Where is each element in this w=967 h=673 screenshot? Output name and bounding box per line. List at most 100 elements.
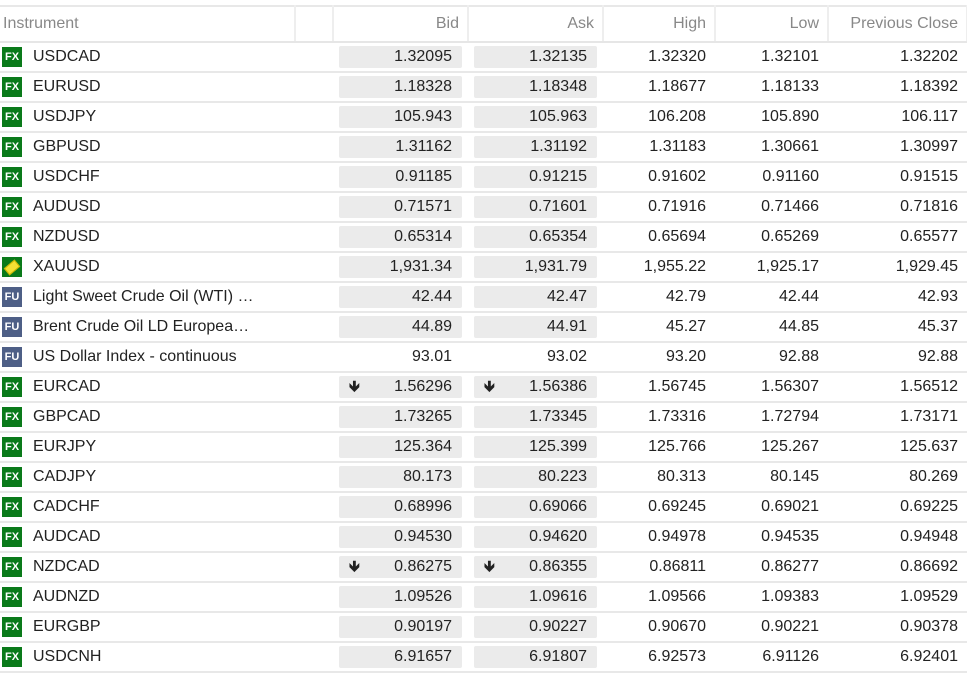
bid-cell[interactable]: 1.32095 <box>333 42 468 73</box>
ask-cell[interactable]: 0.91215 <box>468 162 603 193</box>
instrument-cell[interactable]: FU US Dollar Index - continuous <box>0 342 295 373</box>
header-high[interactable]: High <box>603 5 716 43</box>
bid-price[interactable]: 93.01 <box>339 346 462 368</box>
bid-price[interactable]: 0.71571 <box>339 196 462 218</box>
bid-cell[interactable]: 0.90197 <box>333 612 468 643</box>
bid-cell[interactable]: 0.71571 <box>333 192 468 223</box>
bid-cell[interactable]: 44.89 <box>333 312 468 343</box>
header-previous-close[interactable]: Previous Close <box>828 5 967 43</box>
bid-price[interactable]: 🡻 0.86275 <box>339 556 462 578</box>
ask-price[interactable]: 0.91215 <box>474 166 597 188</box>
bid-price[interactable]: 0.91185 <box>339 166 462 188</box>
table-row[interactable]: FX GBPCAD 1.73265 1.73345 1.73316 1.72794 … <box>0 402 967 433</box>
table-row[interactable]: FX AUDCAD 0.94530 0.94620 0.94978 0.94535 … <box>0 522 967 553</box>
instrument-cell[interactable]: FX GBPCAD <box>0 402 295 433</box>
bid-price[interactable]: 1.73265 <box>339 406 462 428</box>
bid-price[interactable]: 0.65314 <box>339 226 462 248</box>
instrument-cell[interactable]: FX NZDCAD <box>0 552 295 583</box>
ask-price[interactable]: 0.71601 <box>474 196 597 218</box>
ask-price[interactable]: 105.963 <box>474 106 597 128</box>
ask-cell[interactable]: 0.65354 <box>468 222 603 253</box>
bid-cell[interactable]: 1.09526 <box>333 582 468 613</box>
bid-price[interactable]: 0.68996 <box>339 496 462 518</box>
instrument-cell[interactable]: FX AUDUSD <box>0 192 295 223</box>
instrument-cell[interactable]: FX USDJPY <box>0 102 295 133</box>
instrument-cell[interactable]: XAUUSD <box>0 252 295 283</box>
table-row[interactable]: FX EURCAD 🡻 1.56296 🡻 1.56386 1.56745 1.5630… <box>0 372 967 403</box>
bid-cell[interactable]: 0.91185 <box>333 162 468 193</box>
bid-cell[interactable]: 1.73265 <box>333 402 468 433</box>
ask-price[interactable]: 0.65354 <box>474 226 597 248</box>
ask-price[interactable]: 1.31192 <box>474 136 597 158</box>
bid-cell[interactable]: 105.943 <box>333 102 468 133</box>
table-row[interactable]: FX EURUSD 1.18328 1.18348 1.18677 1.18133 … <box>0 72 967 103</box>
bid-cell[interactable]: 🡻 1.56296 <box>333 372 468 403</box>
ask-cell[interactable]: 80.223 <box>468 462 603 493</box>
table-row[interactable]: FX GBPUSD 1.31162 1.31192 1.31183 1.30661 … <box>0 132 967 163</box>
bid-price[interactable]: 44.89 <box>339 316 462 338</box>
bid-price[interactable]: 0.94530 <box>339 526 462 548</box>
ask-price[interactable]: 🡻 0.86355 <box>474 556 597 578</box>
ask-cell[interactable]: 0.94620 <box>468 522 603 553</box>
ask-cell[interactable]: 42.47 <box>468 282 603 313</box>
instrument-cell[interactable]: FX AUDCAD <box>0 522 295 553</box>
bid-cell[interactable]: 0.94530 <box>333 522 468 553</box>
ask-cell[interactable]: 1,931.79 <box>468 252 603 283</box>
bid-cell[interactable]: 125.364 <box>333 432 468 463</box>
table-row[interactable]: XAUUSD 1,931.34 1,931.79 1,955.22 1,925.1… <box>0 252 967 283</box>
instrument-cell[interactable]: FX NZDUSD <box>0 222 295 253</box>
instrument-cell[interactable]: FX EURUSD <box>0 72 295 103</box>
table-row[interactable]: FX USDJPY 105.943 105.963 106.208 105.890 … <box>0 102 967 133</box>
table-row[interactable]: FU Light Sweet Crude Oil (WTI) … 42.44 42.… <box>0 282 967 313</box>
ask-cell[interactable]: 🡻 1.56386 <box>468 372 603 403</box>
instrument-cell[interactable]: FX EURGBP <box>0 612 295 643</box>
bid-cell[interactable]: 93.01 <box>333 342 468 373</box>
table-row[interactable]: FX AUDNZD 1.09526 1.09616 1.09566 1.09383 … <box>0 582 967 613</box>
instrument-cell[interactable]: FX CADCHF <box>0 492 295 523</box>
bid-price[interactable]: 1.18328 <box>339 76 462 98</box>
ask-cell[interactable]: 6.91807 <box>468 642 603 673</box>
instrument-cell[interactable]: FX EURCAD <box>0 372 295 403</box>
table-row[interactable]: FX CADCHF 0.68996 0.69066 0.69245 0.69021 … <box>0 492 967 523</box>
ask-cell[interactable]: 0.69066 <box>468 492 603 523</box>
ask-price[interactable]: 0.90227 <box>474 616 597 638</box>
ask-cell[interactable]: 1.09616 <box>468 582 603 613</box>
table-row[interactable]: FX CADJPY 80.173 80.223 80.313 80.145 80.2… <box>0 462 967 493</box>
ask-price[interactable]: 42.47 <box>474 286 597 308</box>
header-instrument[interactable]: Instrument <box>0 5 296 43</box>
instrument-cell[interactable]: FX AUDNZD <box>0 582 295 613</box>
ask-price[interactable]: 93.02 <box>474 346 597 368</box>
bid-price[interactable]: 1.32095 <box>339 46 462 68</box>
bid-cell[interactable]: 42.44 <box>333 282 468 313</box>
bid-cell[interactable]: 0.65314 <box>333 222 468 253</box>
table-row[interactable]: FX EURGBP 0.90197 0.90227 0.90670 0.90221 … <box>0 612 967 643</box>
bid-price[interactable]: 0.90197 <box>339 616 462 638</box>
ask-cell[interactable]: 105.963 <box>468 102 603 133</box>
ask-cell[interactable]: 93.02 <box>468 342 603 373</box>
ask-price[interactable]: 1,931.79 <box>474 256 597 278</box>
ask-cell[interactable]: 1.18348 <box>468 72 603 103</box>
bid-price[interactable]: 🡻 1.56296 <box>339 376 462 398</box>
ask-cell[interactable]: 1.31192 <box>468 132 603 163</box>
table-row[interactable]: FX USDCAD 1.32095 1.32135 1.32320 1.32101 … <box>0 42 967 73</box>
ask-price[interactable]: 0.69066 <box>474 496 597 518</box>
bid-cell[interactable]: 🡻 0.86275 <box>333 552 468 583</box>
ask-price[interactable]: 1.73345 <box>474 406 597 428</box>
ask-price[interactable]: 1.32135 <box>474 46 597 68</box>
bid-price[interactable]: 80.173 <box>339 466 462 488</box>
table-row[interactable]: FX NZDUSD 0.65314 0.65354 0.65694 0.65269 … <box>0 222 967 253</box>
instrument-cell[interactable]: FU Light Sweet Crude Oil (WTI) … <box>0 282 295 313</box>
instrument-cell[interactable]: FX USDCAD <box>0 42 295 73</box>
bid-cell[interactable]: 1,931.34 <box>333 252 468 283</box>
ask-price[interactable]: 1.09616 <box>474 586 597 608</box>
ask-cell[interactable]: 0.90227 <box>468 612 603 643</box>
instrument-cell[interactable]: FX GBPUSD <box>0 132 295 163</box>
instrument-cell[interactable]: FX USDCHF <box>0 162 295 193</box>
instrument-cell[interactable]: FX EURJPY <box>0 432 295 463</box>
ask-cell[interactable]: 🡻 0.86355 <box>468 552 603 583</box>
ask-price[interactable]: 6.91807 <box>474 646 597 668</box>
ask-cell[interactable]: 1.73345 <box>468 402 603 433</box>
ask-price[interactable]: 1.18348 <box>474 76 597 98</box>
ask-price[interactable]: 0.94620 <box>474 526 597 548</box>
table-row[interactable]: FX NZDCAD 🡻 0.86275 🡻 0.86355 0.86811 0.8627… <box>0 552 967 583</box>
